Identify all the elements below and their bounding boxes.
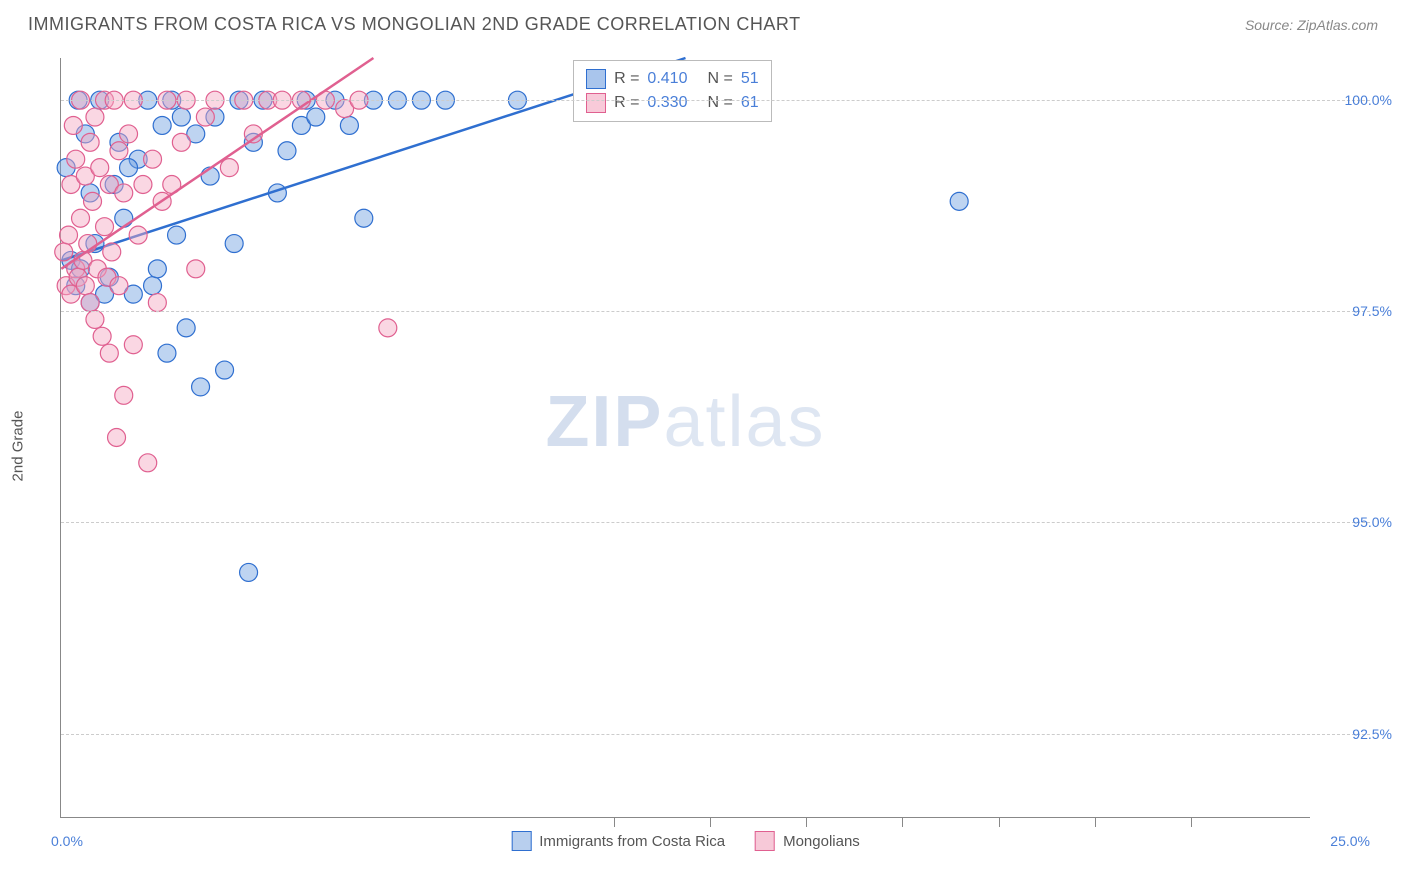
x-minor-tick xyxy=(710,817,711,827)
y-axis-title: 2nd Grade xyxy=(10,411,27,482)
legend-r-label: R = xyxy=(614,94,639,112)
legend-r-value: 0.410 xyxy=(647,70,687,88)
bottom-legend-item: Mongolians xyxy=(755,831,860,851)
x-minor-tick xyxy=(1095,817,1096,827)
data-point xyxy=(115,209,133,227)
data-point xyxy=(64,116,82,134)
x-tick-label: 0.0% xyxy=(51,833,83,849)
legend-label: Immigrants from Costa Rica xyxy=(539,833,725,850)
y-tick-label: 97.5% xyxy=(1352,303,1392,319)
legend-n-value: 61 xyxy=(741,94,759,112)
data-point xyxy=(115,386,133,404)
data-point xyxy=(81,294,99,312)
chart-svg xyxy=(61,58,1310,817)
data-point xyxy=(148,294,166,312)
data-point xyxy=(278,142,296,160)
data-point xyxy=(60,226,78,244)
data-point xyxy=(81,133,99,151)
data-point xyxy=(86,108,104,126)
bottom-legend: Immigrants from Costa Rica Mongolians xyxy=(511,831,860,851)
gridline-h xyxy=(61,100,1370,101)
data-point xyxy=(76,277,94,295)
x-minor-tick xyxy=(999,817,1000,827)
data-point xyxy=(100,344,118,362)
data-point xyxy=(379,319,397,337)
data-point xyxy=(67,150,85,168)
legend-n-label: N = xyxy=(707,94,732,112)
data-point xyxy=(115,184,133,202)
data-point xyxy=(93,327,111,345)
legend-row: R = 0.330 N = 61 xyxy=(586,91,759,115)
gridline-h xyxy=(61,734,1370,735)
data-point xyxy=(192,378,210,396)
data-point xyxy=(196,108,214,126)
legend-inset: R = 0.410 N = 51 R = 0.330 N = 61 xyxy=(573,60,772,122)
y-tick-label: 92.5% xyxy=(1352,726,1392,742)
legend-swatch xyxy=(586,69,606,89)
data-point xyxy=(340,116,358,134)
legend-swatch xyxy=(511,831,531,851)
y-tick-label: 95.0% xyxy=(1352,514,1392,530)
gridline-h xyxy=(61,522,1370,523)
legend-label: Mongolians xyxy=(783,833,860,850)
legend-n-label: N = xyxy=(707,70,732,88)
data-point xyxy=(84,192,102,210)
data-point xyxy=(168,226,186,244)
data-point xyxy=(139,454,157,472)
legend-r-value: 0.330 xyxy=(647,94,687,112)
data-point xyxy=(91,159,109,177)
legend-r-label: R = xyxy=(614,70,639,88)
plot-area: ZIPatlas R = 0.410N = 51R = 0.330N = 61 … xyxy=(60,58,1310,818)
data-point xyxy=(144,150,162,168)
data-point xyxy=(72,209,90,227)
data-point xyxy=(108,429,126,447)
data-point xyxy=(96,218,114,236)
legend-swatch xyxy=(755,831,775,851)
x-minor-tick xyxy=(902,817,903,827)
data-point xyxy=(110,142,128,160)
data-point xyxy=(153,116,171,134)
data-point xyxy=(134,176,152,194)
data-point xyxy=(144,277,162,295)
data-point xyxy=(355,209,373,227)
data-point xyxy=(86,310,104,328)
x-minor-tick xyxy=(806,817,807,827)
legend-swatch xyxy=(586,93,606,113)
data-point xyxy=(177,319,195,337)
data-point xyxy=(187,260,205,278)
y-tick-label: 100.0% xyxy=(1345,92,1392,108)
data-point xyxy=(172,133,190,151)
data-point xyxy=(172,108,190,126)
data-point xyxy=(110,277,128,295)
data-point xyxy=(129,226,147,244)
data-point xyxy=(307,108,325,126)
x-minor-tick xyxy=(614,817,615,827)
data-point xyxy=(103,243,121,261)
data-point xyxy=(55,243,73,261)
data-point xyxy=(220,159,238,177)
data-point xyxy=(225,235,243,253)
x-tick-label: 25.0% xyxy=(1330,833,1370,849)
data-point xyxy=(216,361,234,379)
chart-title: IMMIGRANTS FROM COSTA RICA VS MONGOLIAN … xyxy=(28,14,801,35)
data-point xyxy=(158,344,176,362)
bottom-legend-item: Immigrants from Costa Rica xyxy=(511,831,725,851)
data-point xyxy=(120,125,138,143)
data-point xyxy=(950,192,968,210)
legend-row: R = 0.410 N = 51 xyxy=(586,67,759,91)
x-minor-tick xyxy=(1191,817,1192,827)
source-label: Source: ZipAtlas.com xyxy=(1245,17,1378,33)
data-point xyxy=(124,336,142,354)
data-point xyxy=(240,563,258,581)
legend-n-value: 51 xyxy=(741,70,759,88)
data-point xyxy=(120,159,138,177)
gridline-h xyxy=(61,311,1370,312)
data-point xyxy=(148,260,166,278)
